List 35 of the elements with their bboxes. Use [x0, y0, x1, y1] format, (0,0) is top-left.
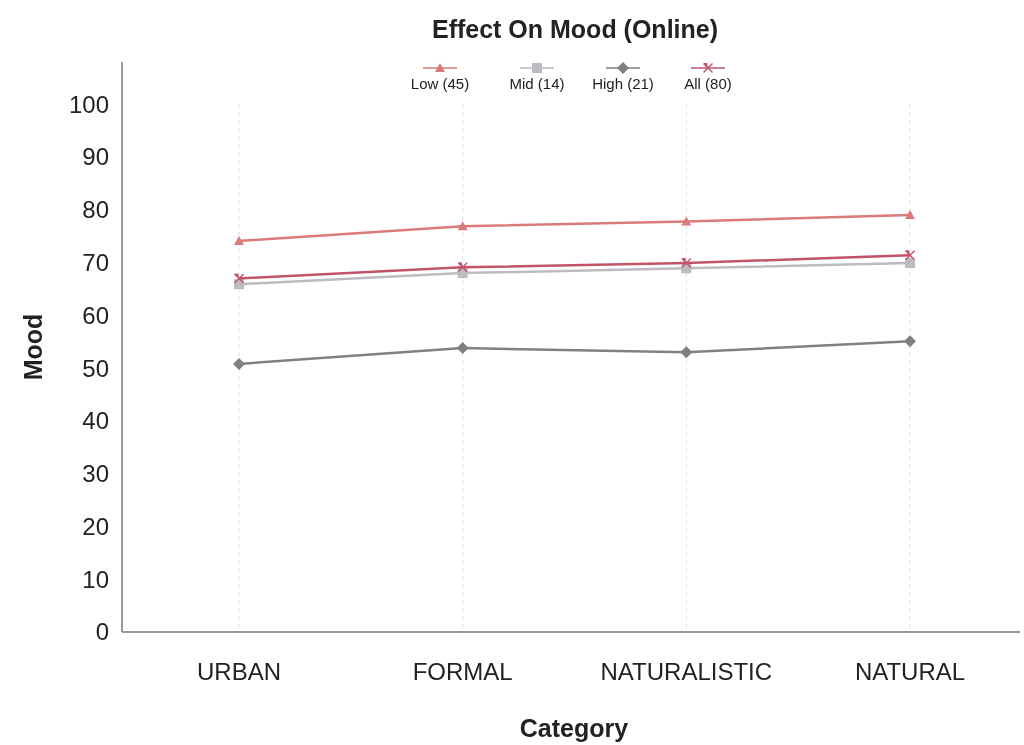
- y-tick-label: 0: [95, 618, 109, 646]
- point: [457, 262, 468, 273]
- y-tick-label: 80: [82, 196, 109, 224]
- x-axis-title: Category: [519, 714, 629, 742]
- y-tick-label: 40: [82, 407, 109, 435]
- legend-label: Mid (14): [509, 75, 565, 92]
- y-tick-label: 90: [82, 143, 109, 171]
- y-tick-label: 20: [82, 512, 109, 540]
- y-tick-label: 10: [82, 565, 109, 593]
- point: [904, 335, 916, 348]
- point: [905, 210, 915, 220]
- legend-label: All (80): [684, 75, 732, 92]
- point: [234, 235, 244, 245]
- point: [905, 250, 915, 261]
- legend-label: Low (45): [410, 75, 470, 92]
- x-tick-label: NATURAL: [854, 658, 966, 685]
- x-tick-label: NATURALISTIC: [600, 658, 773, 685]
- y-tick-label: 30: [82, 460, 109, 488]
- point: [905, 258, 915, 269]
- point: [681, 258, 692, 269]
- point: [680, 346, 693, 359]
- y-tick-label: 60: [82, 301, 109, 329]
- legend-label: High (21): [592, 75, 654, 92]
- y-axis-title: Mood: [19, 313, 47, 381]
- chart-title: Effect On Mood (Online): [431, 15, 719, 43]
- y-tick-label: 100: [68, 90, 109, 118]
- x-tick-label: FORMAL: [412, 658, 513, 685]
- point: [456, 342, 469, 355]
- x-tick-label: URBAN: [196, 658, 282, 685]
- point: [234, 273, 244, 284]
- y-tick-label: 70: [82, 248, 109, 276]
- point: [233, 357, 245, 370]
- point: [681, 216, 692, 226]
- point: [457, 221, 468, 231]
- y-tick-label: 50: [82, 354, 109, 382]
